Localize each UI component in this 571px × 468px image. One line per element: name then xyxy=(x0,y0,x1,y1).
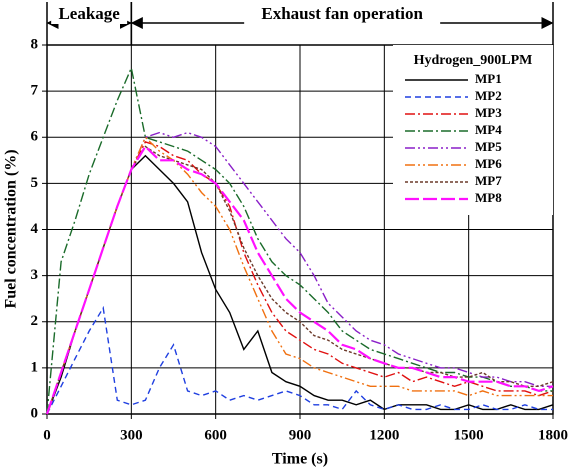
legend-label: MP8 xyxy=(475,190,502,205)
annotation: Leakage xyxy=(58,4,120,23)
legend-title: Hydrogen_900LPM xyxy=(414,53,533,68)
x-tick-label: 1200 xyxy=(369,427,399,443)
series-line xyxy=(45,144,554,415)
y-tick-label: 6 xyxy=(31,129,39,145)
annotation-bg xyxy=(51,6,128,24)
legend-label: MP3 xyxy=(475,105,502,120)
legend-label: MP1 xyxy=(475,71,502,86)
y-tick-label: 5 xyxy=(31,175,39,191)
y-tick-label: 3 xyxy=(31,267,39,283)
y-tick-label: 7 xyxy=(31,83,39,99)
y-tick-label: 8 xyxy=(31,36,39,52)
x-tick-label: 1800 xyxy=(538,427,568,443)
annotation: Exhaust fan operation xyxy=(261,4,423,23)
x-axis-title: Time (s) xyxy=(272,451,328,468)
x-tick-label: 600 xyxy=(204,427,227,443)
legend-label: MP2 xyxy=(475,88,502,103)
y-tick-label: 1 xyxy=(31,359,39,375)
legend-label: MP4 xyxy=(475,122,502,137)
annotation-bg xyxy=(244,6,441,24)
legend-label: MP6 xyxy=(475,156,502,171)
legend-label: MP5 xyxy=(475,139,502,154)
series-line xyxy=(46,305,553,415)
legend-label: MP7 xyxy=(475,173,502,188)
legend: Hydrogen_900LPM MP1 MP2 MP3 MP4 MP5 MP6 MP7 MP8 xyxy=(393,45,553,215)
x-tick-label: 300 xyxy=(120,427,143,443)
y-axis-title: Fuel concentration (%) xyxy=(3,149,20,308)
plot-frame xyxy=(46,44,554,415)
y-tick-label: 0 xyxy=(31,405,39,421)
x-tick-label: 1500 xyxy=(454,427,484,443)
y-tick-label: 2 xyxy=(31,313,39,329)
series-line xyxy=(46,145,554,415)
x-tick-label: 900 xyxy=(289,427,312,443)
y-tick-label: 4 xyxy=(31,221,39,237)
x-tick-label: 0 xyxy=(43,427,51,443)
series-line xyxy=(46,65,553,415)
legend-box xyxy=(393,45,553,215)
